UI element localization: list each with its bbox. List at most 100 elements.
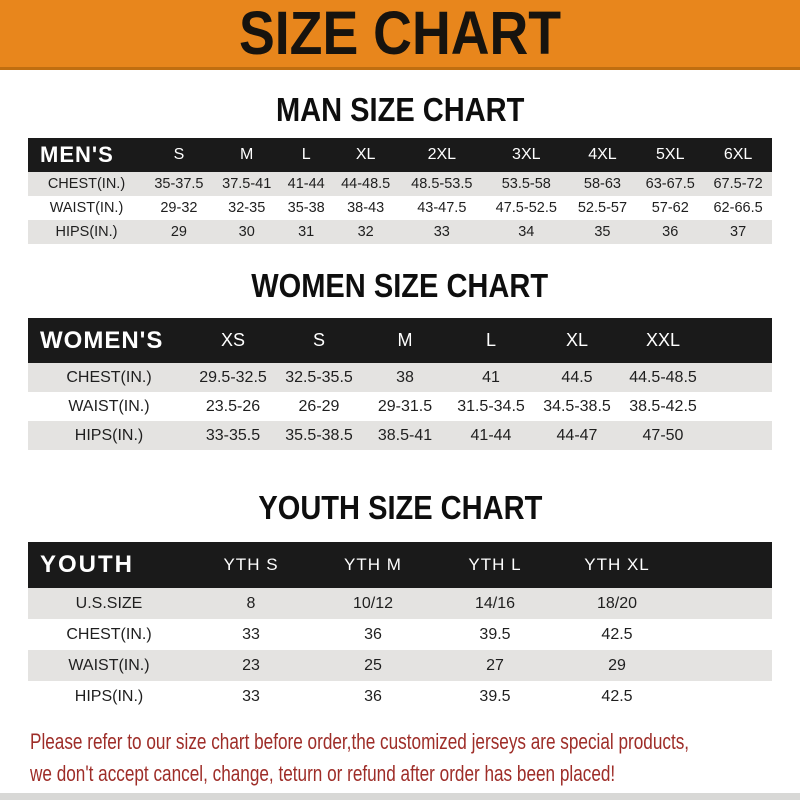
column-header: M bbox=[212, 138, 281, 172]
column-header: XXL bbox=[620, 318, 706, 363]
table-cell: 34 bbox=[484, 220, 569, 244]
table-cell: 23.5-26 bbox=[190, 392, 276, 421]
table-cell: 62-66.5 bbox=[704, 196, 772, 220]
table-cell: 32.5-35.5 bbox=[276, 363, 362, 392]
table-cell: 29-31.5 bbox=[362, 392, 448, 421]
table-cell: 44.5 bbox=[534, 363, 620, 392]
row-label: WAIST(IN.) bbox=[28, 650, 190, 681]
filler-cell bbox=[706, 421, 772, 450]
table-cell: 38.5-42.5 bbox=[620, 392, 706, 421]
table-cell: 36 bbox=[312, 619, 434, 650]
filler-cell bbox=[678, 619, 772, 650]
bottom-edge-strip bbox=[0, 793, 800, 800]
table-cell: 29.5-32.5 bbox=[190, 363, 276, 392]
table-cell: 29 bbox=[145, 220, 213, 244]
column-header: 3XL bbox=[484, 138, 569, 172]
table-cell: 35-37.5 bbox=[145, 172, 213, 196]
table-cell: 31 bbox=[280, 220, 332, 244]
row-label: HIPS(IN.) bbox=[28, 421, 190, 450]
column-header: M bbox=[362, 318, 448, 363]
size-chart-banner: SIZE CHART bbox=[0, 0, 800, 70]
filler-cell bbox=[706, 318, 772, 363]
order-notice-line-2: we don't accept cancel, change, teturn o… bbox=[30, 761, 616, 786]
table-cell: 33 bbox=[190, 619, 312, 650]
table-cell: 27 bbox=[434, 650, 556, 681]
column-header: 5XL bbox=[636, 138, 705, 172]
women-size-table: WOMEN'S XS S M L XL XXL CHEST(IN.) 29.5-32.5 32.5… bbox=[28, 318, 772, 450]
table-cell: 35-38 bbox=[280, 196, 332, 220]
table-cell: 38 bbox=[362, 363, 448, 392]
table-cell: 26-29 bbox=[276, 392, 362, 421]
table-cell: 39.5 bbox=[434, 619, 556, 650]
table-row: HIPS(IN.) 29 30 31 32 33 34 35 36 37 bbox=[28, 220, 772, 244]
table-header-row: WOMEN'S XS S M L XL XXL bbox=[28, 318, 772, 363]
table-title: YOUTH bbox=[28, 542, 190, 588]
column-header: S bbox=[145, 138, 213, 172]
table-cell: 37.5-41 bbox=[212, 172, 281, 196]
men-size-table: MEN'S S M L XL 2XL 3XL 4XL 5XL 6XL CHEST(IN.) 35-37… bbox=[28, 138, 772, 244]
column-header: L bbox=[280, 138, 332, 172]
table-cell: 44-47 bbox=[534, 421, 620, 450]
column-header: YTH XL bbox=[556, 542, 678, 588]
table-row: WAIST(IN.) 23 25 27 29 bbox=[28, 650, 772, 681]
table-cell: 41 bbox=[448, 363, 534, 392]
filler-cell bbox=[706, 363, 772, 392]
youth-section-heading: YOUTH SIZE CHART bbox=[0, 489, 800, 526]
table-cell: 31.5-34.5 bbox=[448, 392, 534, 421]
row-label: CHEST(IN.) bbox=[28, 619, 190, 650]
column-header: XS bbox=[190, 318, 276, 363]
row-label: WAIST(IN.) bbox=[28, 196, 145, 220]
row-label: WAIST(IN.) bbox=[28, 392, 190, 421]
table-cell: 57-62 bbox=[636, 196, 705, 220]
table-cell: 34.5-38.5 bbox=[534, 392, 620, 421]
table-cell: 29-32 bbox=[145, 196, 213, 220]
table-row: CHEST(IN.) 29.5-32.5 32.5-35.5 38 41 44.5 44.5… bbox=[28, 363, 772, 392]
table-row: CHEST(IN.) 35-37.5 37.5-41 41-44 44-48.5 48.5… bbox=[28, 172, 772, 196]
table-row: WAIST(IN.) 23.5-26 26-29 29-31.5 31.5-34.5 34… bbox=[28, 392, 772, 421]
table-cell: 44.5-48.5 bbox=[620, 363, 706, 392]
youth-table-container: YOUTH YTH S YTH M YTH L YTH XL U.S.SIZE 8 10/12… bbox=[28, 542, 772, 712]
table-row: HIPS(IN.) 33-35.5 35.5-38.5 38.5-41 41-44 44-… bbox=[28, 421, 772, 450]
table-row: WAIST(IN.) 29-32 32-35 35-38 38-43 43-47.5 47.… bbox=[28, 196, 772, 220]
youth-size-table: YOUTH YTH S YTH M YTH L YTH XL U.S.SIZE 8 10/12… bbox=[28, 542, 772, 712]
column-header: YTH L bbox=[434, 542, 556, 588]
banner-title: SIZE CHART bbox=[238, 0, 562, 67]
table-cell: 25 bbox=[312, 650, 434, 681]
women-section-heading: WOMEN SIZE CHART bbox=[0, 267, 800, 304]
filler-cell bbox=[678, 542, 772, 588]
table-cell: 48.5-53.5 bbox=[399, 172, 485, 196]
table-cell: 67.5-72 bbox=[704, 172, 772, 196]
table-row: U.S.SIZE 8 10/12 14/16 18/20 bbox=[28, 588, 772, 619]
table-cell: 53.5-58 bbox=[484, 172, 569, 196]
table-cell: 30 bbox=[212, 220, 281, 244]
table-cell: 33-35.5 bbox=[190, 421, 276, 450]
women-section-heading-text: WOMEN SIZE CHART bbox=[251, 267, 549, 304]
table-cell: 33 bbox=[399, 220, 485, 244]
table-cell: 63-67.5 bbox=[636, 172, 705, 196]
table-cell: 32-35 bbox=[212, 196, 281, 220]
men-section-heading-text: MAN SIZE CHART bbox=[275, 91, 525, 128]
table-header-row: MEN'S S M L XL 2XL 3XL 4XL 5XL 6XL bbox=[28, 138, 772, 172]
table-cell: 36 bbox=[312, 681, 434, 712]
table-cell: 38.5-41 bbox=[362, 421, 448, 450]
table-cell: 47-50 bbox=[620, 421, 706, 450]
table-title: WOMEN'S bbox=[28, 318, 190, 363]
filler-cell bbox=[678, 681, 772, 712]
table-cell: 41-44 bbox=[280, 172, 332, 196]
table-title: MEN'S bbox=[28, 138, 145, 172]
order-notice: Please refer to our size chart before or… bbox=[30, 726, 800, 790]
men-section-heading: MAN SIZE CHART bbox=[0, 91, 800, 128]
youth-section-heading-text: YOUTH SIZE CHART bbox=[258, 489, 542, 526]
filler-cell bbox=[678, 588, 772, 619]
table-cell: 29 bbox=[556, 650, 678, 681]
table-cell: 10/12 bbox=[312, 588, 434, 619]
table-cell: 37 bbox=[704, 220, 772, 244]
men-table-container: MEN'S S M L XL 2XL 3XL 4XL 5XL 6XL CHEST(IN.) 35-37… bbox=[28, 138, 772, 244]
table-row: HIPS(IN.) 33 36 39.5 42.5 bbox=[28, 681, 772, 712]
table-cell: 44-48.5 bbox=[331, 172, 400, 196]
table-cell: 43-47.5 bbox=[399, 196, 485, 220]
column-header: 2XL bbox=[399, 138, 485, 172]
table-cell: 38-43 bbox=[331, 196, 400, 220]
table-cell: 42.5 bbox=[556, 681, 678, 712]
table-cell: 23 bbox=[190, 650, 312, 681]
